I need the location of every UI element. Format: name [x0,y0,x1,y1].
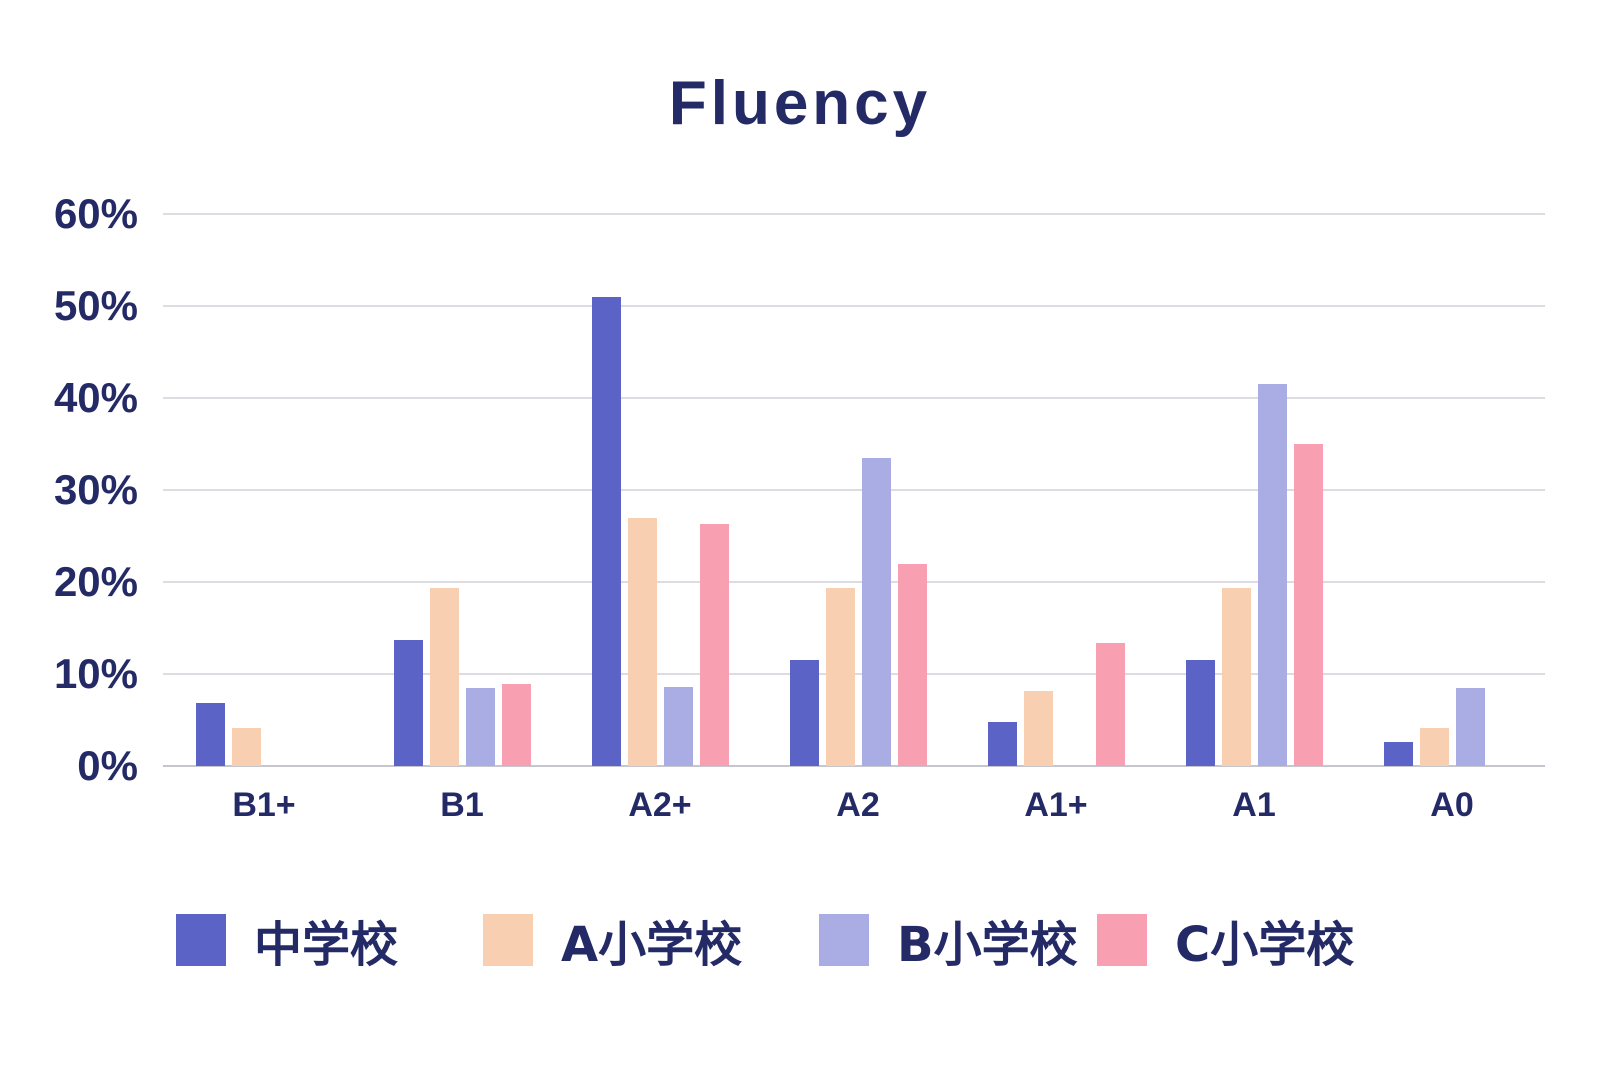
bar-group-A1+ [987,214,1125,766]
x-axis-label-A1: A1 [1232,786,1276,824]
bar-group-B1 [393,214,531,766]
bar-B小学校-A1 [1257,384,1287,766]
bar-B小学校-B1 [465,687,495,766]
bar-A小学校-B1 [429,587,459,766]
legend-swatch-icon [483,914,533,966]
y-tick-label: 0% [77,742,138,789]
legend-swatch-icon [176,914,226,966]
bar-C小学校-A1 [1293,444,1323,766]
y-tick-label: 30% [53,466,138,513]
legend-label: B小学校 [897,917,1078,973]
y-tick-label: 40% [53,374,138,421]
y-tick-label: 60% [53,190,138,237]
gridline-60 [163,213,1545,215]
bar-中学校-A1 [1185,660,1215,766]
x-axis-label-A2+: A2+ [628,786,692,824]
gridline-20 [163,581,1545,583]
bar-group-A0 [1383,214,1521,766]
legend-label: 中学校 [254,917,399,973]
bar-中学校-B1 [393,639,423,766]
gridline-30 [163,489,1545,491]
x-axis-label-B1: B1 [440,786,484,824]
bar-A小学校-A0 [1419,728,1449,766]
bar-A小学校-A2 [825,587,855,766]
gridline-50 [163,305,1545,307]
bar-C小学校-A2+ [699,524,729,766]
y-tick-label: 20% [53,558,138,605]
x-axis-label-B1+: B1+ [232,786,296,824]
legend-item-C小学校: C小学校 [1097,912,1354,973]
bar-C小学校-A1+ [1095,642,1125,766]
legend-item-A小学校: A小学校 [483,912,742,973]
bar-A小学校-A1+ [1023,691,1053,766]
bar-A小学校-A2+ [627,517,657,766]
bar-A小学校-A1 [1221,587,1251,766]
chart-title: Fluency [668,69,932,138]
y-tick-label: 50% [53,282,138,329]
bar-C小学校-B1 [501,684,531,766]
bar-B小学校-A2 [861,457,891,766]
legend-item-B小学校: B小学校 [819,912,1078,973]
legend-label: A小学校 [561,917,743,973]
legend-swatch-icon [1097,914,1147,966]
bar-中学校-B1+ [195,703,225,766]
gridline-40 [163,397,1545,399]
legend-swatch-icon [819,914,869,966]
x-axis-label-A1+: A1+ [1024,786,1088,824]
bar-中学校-A2+ [591,296,621,766]
x-axis-label-A2: A2 [836,786,880,824]
bar-group-A1 [1185,214,1323,766]
bar-中学校-A0 [1383,742,1413,766]
bar-A小学校-B1+ [231,728,261,766]
bar-B小学校-A0 [1455,687,1485,766]
legend-item-中学校: 中学校 [176,912,398,973]
bar-group-A2+ [591,214,729,766]
legend-label: C小学校 [1175,917,1355,973]
x-axis-label-A0: A0 [1430,786,1474,824]
bar-group-B1+ [195,214,333,766]
bar-中学校-A2 [789,660,819,766]
y-tick-label: 10% [53,650,138,697]
bar-C小学校-A2 [897,563,927,766]
x-axis-line [163,765,1545,767]
bar-group-A2 [789,214,927,766]
bar-中学校-A1+ [987,721,1017,766]
bar-B小学校-A2+ [663,686,693,766]
